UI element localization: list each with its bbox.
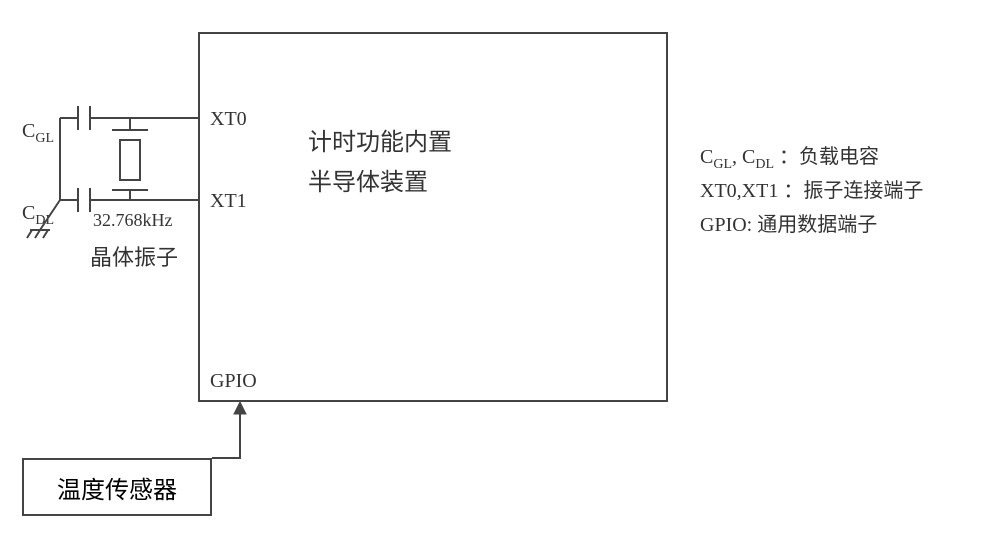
gpio-arrow-line xyxy=(212,410,240,458)
gnd-hatch-1 xyxy=(35,230,40,238)
gnd-hatch-0 xyxy=(27,230,32,238)
schematic-svg xyxy=(0,0,1000,559)
gpio-arrow-head xyxy=(234,402,246,414)
gnd-hatch-2 xyxy=(43,230,48,238)
crystal-body xyxy=(120,140,140,180)
diagram-canvas: 计时功能内置半导体装置XT0XT1GPIO温度传感器32.768kHz晶体振子C… xyxy=(0,0,1000,559)
wire-to-gnd xyxy=(40,200,60,230)
